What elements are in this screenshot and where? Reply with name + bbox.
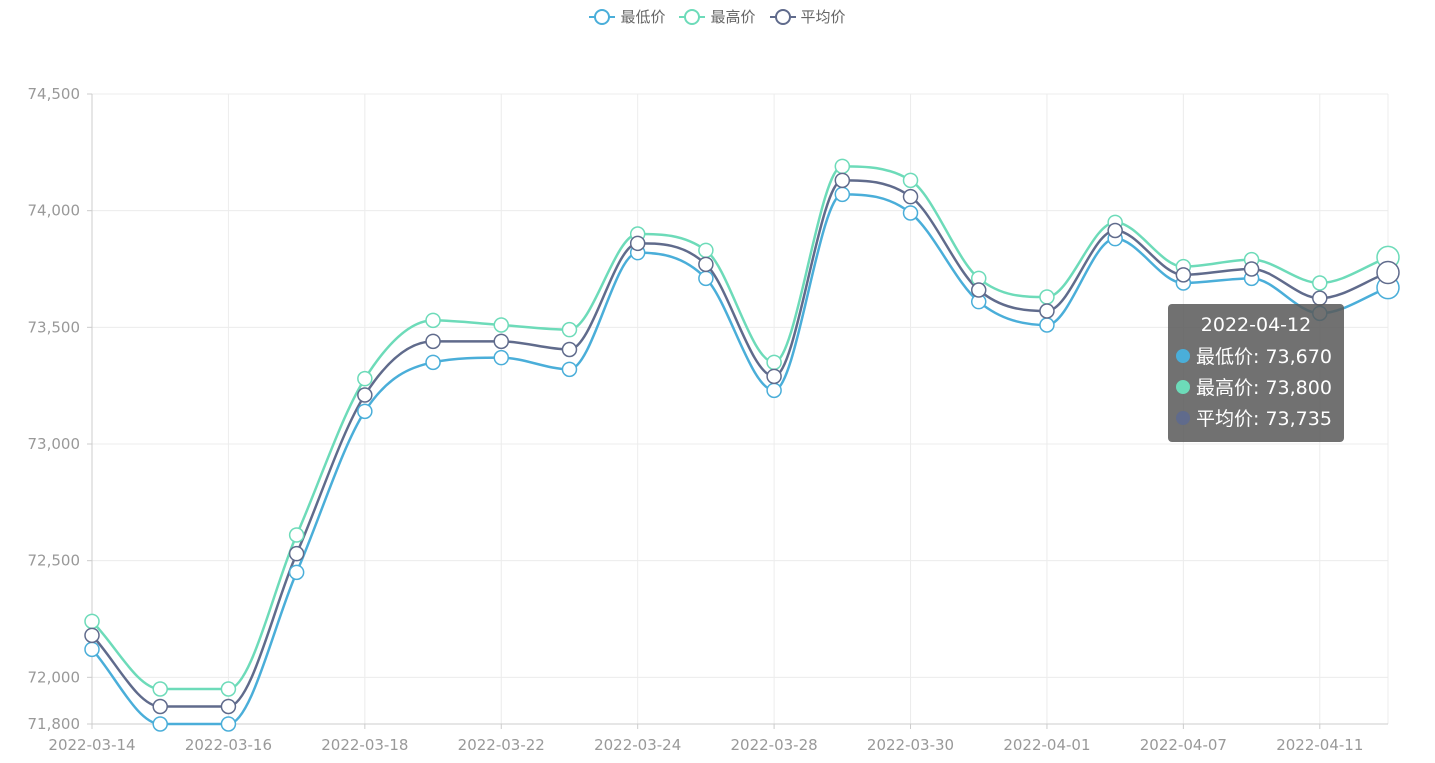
x-tick-label: 2022-03-18 xyxy=(321,736,408,754)
data-point-min-price xyxy=(152,716,168,732)
x-tick-label: 2022-04-07 xyxy=(1140,736,1227,754)
legend-label-max-price: 最高价 xyxy=(710,8,756,26)
data-point-min-price xyxy=(834,186,851,203)
tooltip-value-max-price: 最高价: 73,800 xyxy=(1196,377,1332,399)
data-point-avg-price xyxy=(766,368,782,385)
data-point-avg-price xyxy=(970,282,987,298)
data-point-min-price xyxy=(698,270,714,287)
data-point-max-price xyxy=(902,172,919,189)
data-point-avg-price xyxy=(220,698,237,715)
data-point-max-price xyxy=(698,242,714,259)
data-point-max-price xyxy=(1312,275,1328,291)
x-tick-label: 2022-03-30 xyxy=(867,736,954,754)
tooltip-row-avg-price: 平均价: 73,735 xyxy=(1176,402,1336,433)
y-tick-label: 72,500 xyxy=(28,552,81,570)
data-point-min-price xyxy=(766,382,782,399)
tooltip-row-min-price: 最低价: 73,670 xyxy=(1176,340,1336,371)
data-point-min-price xyxy=(561,361,578,378)
data-point-avg-price xyxy=(493,333,510,350)
data-point-min-price xyxy=(425,354,441,371)
tooltip-value-avg-price: 平均价: 73,735 xyxy=(1196,408,1332,430)
data-point-avg-price xyxy=(84,627,100,644)
data-point-avg-price xyxy=(357,387,373,403)
legend-label-avg-price: 平均价 xyxy=(800,8,846,26)
series-line-avg-price xyxy=(91,179,1389,708)
legend-swatch-avg-price xyxy=(769,8,796,25)
y-tick-label: 74,000 xyxy=(28,202,81,220)
chart-tooltip: 2022-04-12 最低价: 73,670 最高价: 73,800 平均价: … xyxy=(1168,304,1344,442)
data-point-max-price xyxy=(493,317,510,333)
data-point-max-price xyxy=(425,312,441,329)
data-point-avg-price xyxy=(1039,303,1055,319)
data-point-avg-price xyxy=(1376,260,1400,285)
data-point-avg-price xyxy=(288,545,305,562)
data-point-avg-price xyxy=(425,333,441,350)
data-point-min-price xyxy=(1039,317,1055,333)
tooltip-dot-max-price xyxy=(1176,379,1190,394)
data-point-avg-price xyxy=(629,235,646,252)
x-tick-label: 2022-04-11 xyxy=(1276,736,1363,754)
data-point-min-price xyxy=(493,349,510,366)
tooltip-dot-min-price xyxy=(1176,348,1190,363)
legend-label-min-price: 最低价 xyxy=(620,8,666,26)
data-point-max-price xyxy=(766,354,782,371)
tooltip-dot-avg-price xyxy=(1176,410,1190,425)
y-tick-label: 73,500 xyxy=(28,318,81,336)
data-point-max-price xyxy=(152,681,168,697)
x-tick-label: 2022-03-14 xyxy=(48,736,135,754)
data-point-avg-price xyxy=(561,341,578,358)
y-tick-label: 72,000 xyxy=(28,668,81,686)
tooltip-row-max-price: 最高价: 73,800 xyxy=(1176,371,1336,402)
data-point-max-price xyxy=(1039,289,1055,305)
data-point-min-price xyxy=(288,564,305,581)
y-tick-label: 74,500 xyxy=(28,85,81,103)
data-point-avg-price xyxy=(834,172,851,189)
data-point-avg-price xyxy=(698,256,714,273)
legend-swatch-max-price xyxy=(679,8,706,25)
data-point-max-price xyxy=(288,527,305,543)
data-point-avg-price xyxy=(1243,261,1260,277)
data-point-avg-price xyxy=(1107,222,1123,239)
data-point-avg-price xyxy=(902,188,919,205)
chart-legend: 最低价 最高价 平均价 xyxy=(0,6,1435,27)
x-tick-label: 2022-03-22 xyxy=(458,736,545,754)
data-point-min-price xyxy=(220,716,237,732)
x-tick-label: 2022-04-01 xyxy=(1003,736,1090,754)
data-point-max-price xyxy=(84,613,100,630)
legend-item-min-price[interactable]: 最低价 xyxy=(589,6,665,27)
x-tick-label: 2022-03-16 xyxy=(185,736,272,754)
data-point-max-price xyxy=(834,158,851,175)
data-point-max-price xyxy=(357,370,373,387)
data-point-avg-price xyxy=(152,698,168,715)
data-point-avg-price xyxy=(1175,267,1192,283)
x-tick-label: 2022-03-28 xyxy=(731,736,818,754)
legend-swatch-min-price xyxy=(589,8,616,25)
data-point-min-price xyxy=(357,403,373,420)
x-tick-label: 2022-03-24 xyxy=(594,736,681,754)
legend-item-max-price[interactable]: 最高价 xyxy=(679,6,756,27)
tooltip-date: 2022-04-12 xyxy=(1200,314,1312,336)
legend-item-avg-price[interactable]: 平均价 xyxy=(769,6,846,27)
data-point-min-price xyxy=(84,641,100,658)
data-point-max-price xyxy=(561,321,578,338)
data-point-max-price xyxy=(220,681,237,697)
y-tick-label: 73,000 xyxy=(28,435,81,453)
tooltip-value-min-price: 最低价: 73,670 xyxy=(1196,346,1332,368)
y-tick-label: 71,800 xyxy=(28,715,81,733)
data-point-min-price xyxy=(902,205,919,221)
